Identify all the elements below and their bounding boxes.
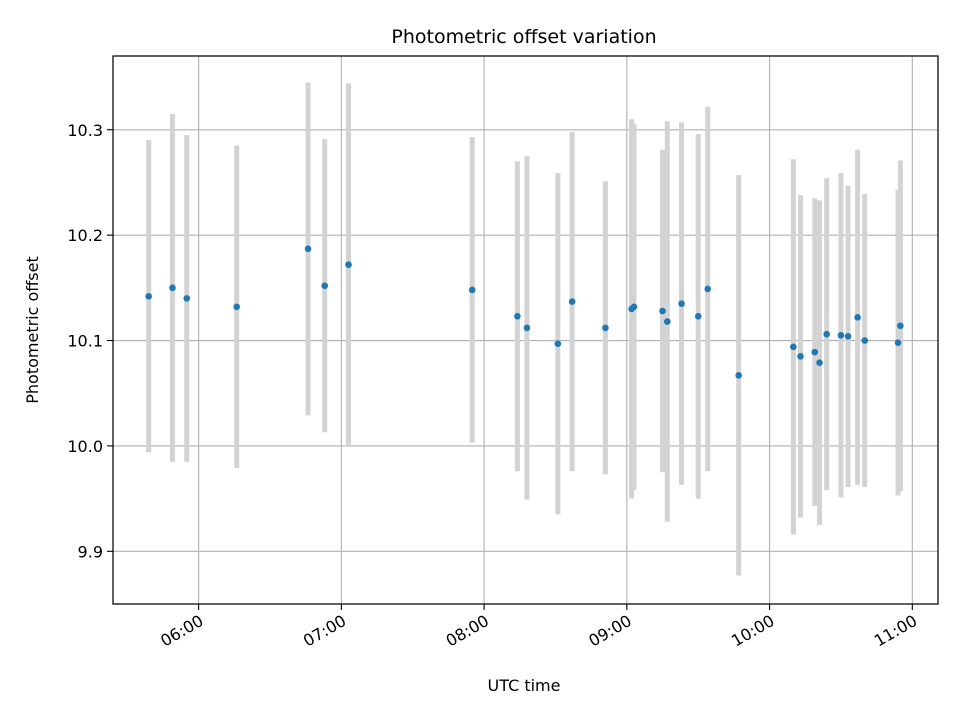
data-point — [523, 324, 531, 332]
data-point — [897, 322, 904, 330]
y-tick-label: 10.1 — [67, 332, 103, 351]
plot-frame — [112, 55, 939, 605]
data-point — [183, 295, 191, 302]
data-point — [854, 314, 861, 321]
data-point — [811, 348, 819, 356]
data-point — [321, 282, 329, 290]
data-point — [169, 284, 176, 292]
data-point — [304, 245, 312, 253]
y-tick-label: 9.9 — [78, 542, 103, 561]
data-point — [790, 343, 797, 351]
data-point — [659, 307, 666, 315]
data-point — [233, 303, 241, 311]
data-point — [861, 337, 869, 344]
y-axis-label: Photometric offset — [23, 256, 42, 404]
data-point — [735, 372, 742, 379]
data-point — [602, 324, 609, 332]
y-tick-label: 10.2 — [67, 226, 103, 245]
data-point — [630, 303, 638, 311]
data-point — [894, 339, 902, 346]
y-tick-label: 10.0 — [67, 437, 103, 456]
data-point — [514, 313, 521, 320]
y-tick-label: 10.3 — [67, 121, 103, 140]
data-point — [145, 292, 152, 300]
data-point — [663, 318, 671, 325]
data-point — [554, 340, 562, 348]
data-point — [837, 331, 845, 339]
data-point — [678, 300, 685, 307]
data-point — [694, 313, 702, 320]
data-point — [823, 330, 830, 338]
data-points — [145, 245, 904, 379]
data-point — [844, 333, 852, 340]
data-point — [468, 286, 476, 294]
data-point — [816, 359, 823, 366]
data-point — [704, 285, 712, 293]
y-axis-ticks: 9.9 10.0 10.1 10.2 10.3 — [67, 121, 113, 561]
data-point — [797, 353, 804, 360]
data-point — [568, 298, 576, 305]
x-axis-label: UTC time — [488, 676, 561, 695]
data-point — [345, 261, 352, 268]
chart-title: Photometric offset variation — [391, 26, 656, 48]
